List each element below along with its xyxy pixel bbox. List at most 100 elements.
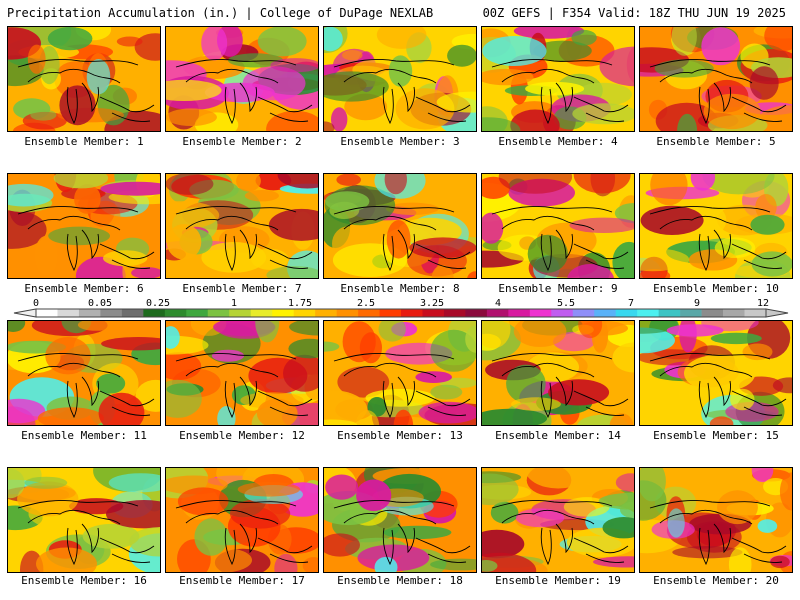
colorbar-swatch — [186, 309, 209, 317]
precip-field — [640, 321, 792, 425]
precip-field — [640, 174, 792, 278]
coastline — [99, 96, 155, 113]
ensemble-member-label: Ensemble Member: 19 — [495, 574, 621, 587]
coastline — [585, 259, 625, 269]
coastline — [66, 527, 78, 566]
coastline — [111, 259, 151, 269]
colorbar-tick-label: 0.05 — [88, 298, 112, 309]
colorbar-swatch — [551, 309, 574, 317]
colorbar-swatch — [336, 309, 359, 317]
colorbar-swatch — [358, 309, 380, 317]
ensemble-member-map — [165, 467, 319, 573]
coastline — [573, 537, 629, 554]
precip-field — [324, 468, 476, 572]
coastline — [27, 509, 121, 525]
ensemble-member-map — [7, 320, 161, 426]
colorbar-swatch — [401, 309, 423, 317]
ensemble-member-label: Ensemble Member: 13 — [337, 429, 463, 442]
ensemble-member-label: Ensemble Member: 7 — [182, 282, 302, 295]
colorbar-swatch — [207, 309, 230, 317]
ensemble-member-map — [323, 467, 477, 573]
coastline — [269, 259, 309, 269]
colorbar-tick-label: 7 — [628, 298, 634, 309]
colorbar-swatch — [143, 309, 166, 317]
colorbar-swatch — [658, 309, 681, 317]
coastline — [659, 509, 753, 525]
ensemble-member-label: Ensemble Member: 12 — [179, 429, 305, 442]
coastline — [659, 68, 753, 84]
colorbar-swatch — [57, 309, 80, 317]
colorbar-min-arrow — [13, 308, 37, 318]
coastline — [731, 96, 787, 113]
ensemble-member-map — [639, 26, 793, 132]
coastline — [81, 376, 99, 407]
coastline — [397, 229, 415, 260]
colorbar-swatch — [315, 309, 337, 317]
colorbar-swatch — [164, 309, 187, 317]
coastline — [698, 233, 710, 272]
ensemble-member-map — [481, 173, 635, 279]
precip-field — [8, 321, 160, 425]
precip-field — [8, 468, 160, 572]
coastline — [573, 243, 629, 260]
coastline — [427, 406, 467, 416]
precip-field — [166, 321, 318, 425]
precip-field — [640, 27, 792, 131]
coastline — [343, 68, 437, 84]
coastline — [224, 527, 236, 566]
ensemble-member-map — [481, 26, 635, 132]
coastline — [649, 352, 771, 362]
coastline — [66, 86, 78, 125]
coastline — [555, 82, 573, 113]
coastline — [239, 523, 257, 554]
coastline — [382, 233, 394, 272]
coastline — [540, 527, 552, 566]
ensemble-member-map — [7, 467, 161, 573]
coastline — [99, 390, 155, 407]
coastline — [185, 362, 279, 378]
ensemble-member-label: Ensemble Member: 2 — [182, 135, 302, 148]
colorbar-swatch — [293, 309, 316, 317]
coastline — [343, 362, 437, 378]
coastline — [427, 112, 467, 122]
page-title: Precipitation Accumulation (in.) | Colle… — [7, 6, 434, 20]
ensemble-member-label: Ensemble Member: 18 — [337, 574, 463, 587]
coastline — [540, 380, 552, 419]
coastline — [501, 215, 595, 231]
coastline — [257, 96, 313, 113]
ensemble-member-label: Ensemble Member: 6 — [24, 282, 144, 295]
coastline — [185, 215, 279, 231]
coastline — [731, 537, 787, 554]
colorbar-swatch — [723, 309, 745, 317]
colorbar-swatch — [250, 309, 273, 317]
ensemble-member-label: Ensemble Member: 8 — [340, 282, 460, 295]
coastline — [540, 86, 552, 125]
coastline — [573, 390, 629, 407]
coastline — [17, 352, 139, 362]
colorbar-swatch — [615, 309, 638, 317]
coastline — [66, 233, 78, 272]
coastline — [743, 259, 783, 269]
run-info: 00Z GEFS | F354 Valid: 18Z THU JUN 19 20… — [482, 6, 786, 20]
coastline — [224, 380, 236, 419]
colorbar-swatch — [121, 309, 144, 317]
coastline — [713, 523, 731, 554]
coastline — [491, 205, 613, 215]
colorbar-swatch — [594, 309, 617, 317]
coastline — [427, 259, 467, 269]
precip-field — [640, 468, 792, 572]
precip-field — [8, 174, 160, 278]
coastline — [333, 499, 455, 509]
coastline — [555, 376, 573, 407]
coastline — [99, 243, 155, 260]
ensemble-member-map — [323, 173, 477, 279]
coastline — [555, 523, 573, 554]
ensemble-member-map — [481, 467, 635, 573]
coastline — [257, 390, 313, 407]
coastline — [540, 233, 552, 272]
precip-field — [166, 468, 318, 572]
ensemble-member-label: Ensemble Member: 5 — [656, 135, 776, 148]
coastline — [731, 243, 787, 260]
coastline — [175, 58, 297, 68]
ensemble-member-label: Ensemble Member: 20 — [653, 574, 779, 587]
